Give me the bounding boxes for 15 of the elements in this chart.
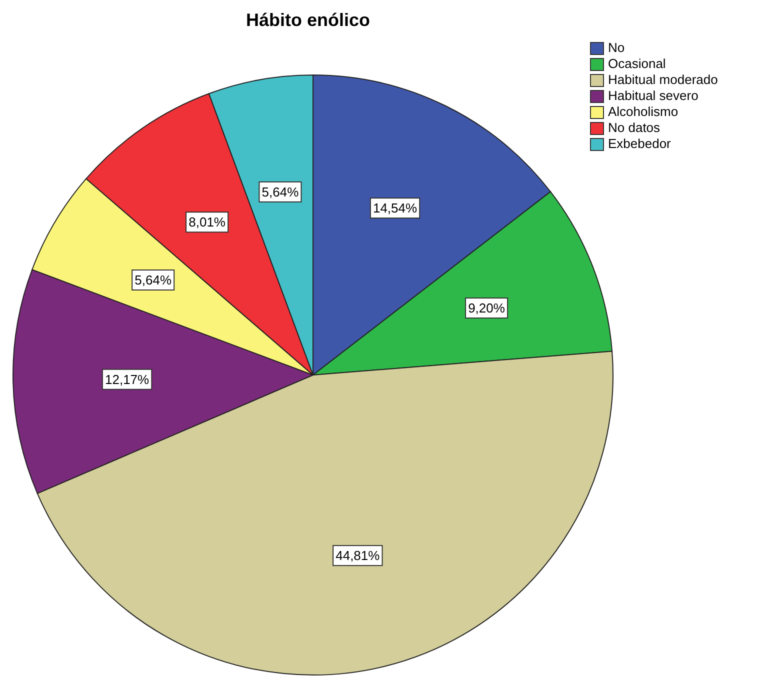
legend-label: No datos (608, 120, 660, 136)
data-label: 9,20% (468, 300, 506, 316)
legend-label: No (608, 40, 625, 56)
data-label: 14,54% (372, 200, 418, 216)
legend-label: Habitual severo (608, 88, 698, 104)
data-label: 12,17% (105, 372, 150, 387)
legend-label: Habitual moderado (608, 72, 718, 88)
data-label: 5,64% (134, 272, 172, 288)
chart-title: Hábito enólico (244, 10, 371, 31)
data-label: 44,81% (336, 548, 380, 564)
legend-label: Ocasional (608, 56, 666, 72)
data-label: 5,64% (262, 184, 300, 200)
data-label: 8,01% (188, 214, 226, 230)
legend-label: Exbebedor (608, 136, 671, 152)
legend-label: Alcoholismo (608, 104, 678, 120)
